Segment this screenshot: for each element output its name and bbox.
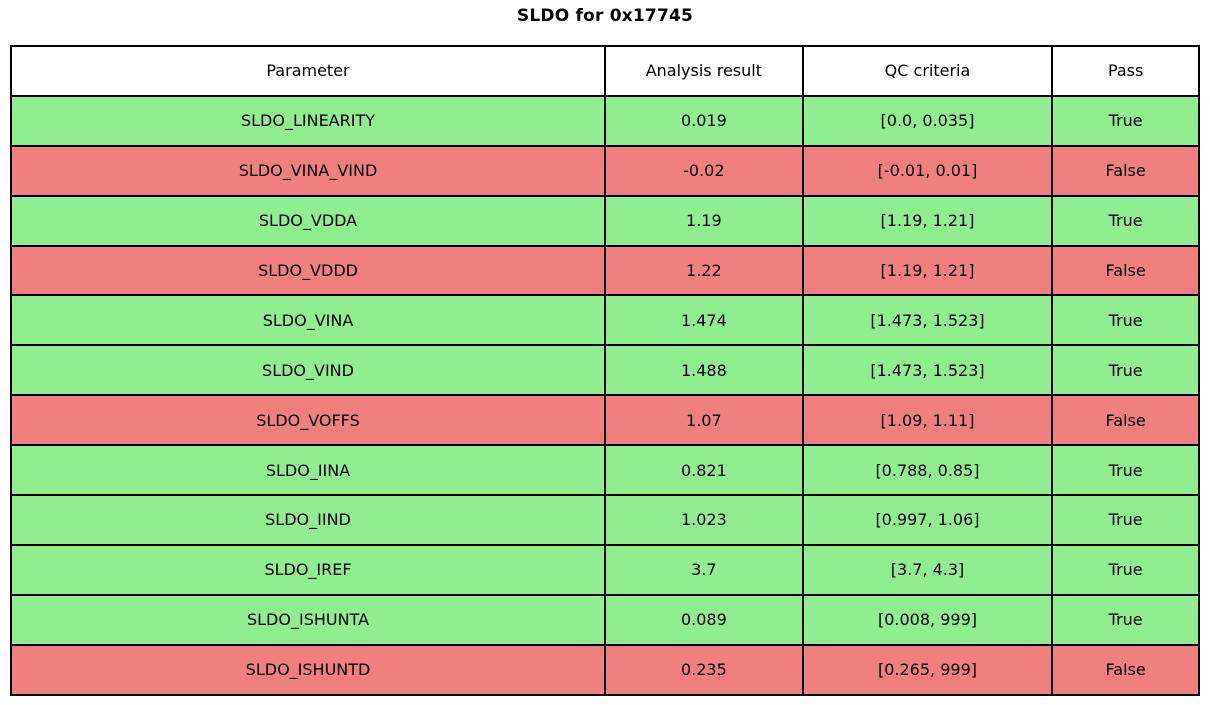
table-row: SLDO_VDDD 1.22 [1.19, 1.21] False [9,244,1200,297]
pass-cell: True [1051,494,1200,546]
param-cell: SLDO_VINA [9,294,607,347]
table-header-row: Parameter Analysis result QC criteria Pa… [9,45,1200,97]
table-row: SLDO_ISHUNTD 0.235 [0.265, 999] False [9,643,1200,696]
table-row: SLDO_VIND 1.488 [1.473, 1.523] True [9,344,1200,397]
criteria-cell: [1.473, 1.523] [801,344,1054,397]
table-row: SLDO_LINEARITY 0.019 [0.0, 0.035] True [9,94,1200,147]
criteria-cell: [0.265, 999] [801,643,1054,696]
pass-cell: True [1051,344,1200,397]
param-cell: SLDO_LINEARITY [9,94,607,147]
param-cell: SLDO_VINA_VIND [9,144,607,197]
pass-cell: True [1051,444,1200,497]
pass-cell: False [1051,394,1200,447]
param-cell: SLDO_IREF [9,543,607,596]
table-row: SLDO_IINA 0.821 [0.788, 0.85] True [9,444,1200,497]
param-cell: SLDO_ISHUNTA [9,593,607,646]
result-cell: 0.235 [604,643,804,696]
criteria-cell: [-0.01, 0.01] [801,144,1054,197]
pass-cell: True [1051,94,1200,147]
result-cell: 0.089 [604,593,804,646]
table-row: SLDO_VINA_VIND -0.02 [-0.01, 0.01] False [9,144,1200,197]
param-cell: SLDO_VOFFS [9,394,607,447]
result-cell: 1.474 [604,294,804,347]
table-row: SLDO_ISHUNTA 0.089 [0.008, 999] True [9,593,1200,646]
param-cell: SLDO_VIND [9,344,607,397]
table-row: SLDO_IREF 3.7 [3.7, 4.3] True [9,543,1200,596]
criteria-cell: [1.473, 1.523] [801,294,1054,347]
table-row: SLDO_VOFFS 1.07 [1.09, 1.11] False [9,394,1200,447]
figure-title: SLDO for 0x17745 [516,6,694,26]
criteria-cell: [0.788, 0.85] [801,444,1054,497]
param-cell: SLDO_IINA [9,444,607,497]
pass-cell: False [1051,643,1200,696]
criteria-cell: [0.0, 0.035] [801,94,1054,147]
table-row: SLDO_VINA 1.474 [1.473, 1.523] True [9,294,1200,347]
result-cell: 1.19 [604,194,804,247]
param-cell: SLDO_VDDA [9,194,607,247]
criteria-cell: [0.008, 999] [801,593,1054,646]
pass-cell: False [1051,144,1200,197]
pass-cell: True [1051,194,1200,247]
table-body: SLDO_LINEARITY 0.019 [0.0, 0.035] True SLDO_… [9,94,1200,696]
pass-cell: True [1051,593,1200,646]
header-cell-parameter: Parameter [9,45,607,97]
result-cell: 0.821 [604,444,804,497]
param-cell: SLDO_IIND [9,494,607,546]
pass-cell: False [1051,244,1200,297]
pass-cell: True [1051,294,1200,347]
result-cell: 0.019 [604,94,804,147]
result-cell: 1.023 [604,494,804,546]
qc-table: Parameter Analysis result QC criteria Pa… [9,45,1200,696]
result-cell: 1.488 [604,344,804,397]
result-cell: 1.07 [604,394,804,447]
result-cell: 1.22 [604,244,804,297]
pass-cell: True [1051,543,1200,596]
criteria-cell: [1.19, 1.21] [801,194,1054,247]
table-row: SLDO_IIND 1.023 [0.997, 1.06] True [9,494,1200,546]
header-cell-analysis-result: Analysis result [604,45,804,97]
param-cell: SLDO_ISHUNTD [9,643,607,696]
header-cell-pass: Pass [1051,45,1200,97]
criteria-cell: [1.19, 1.21] [801,244,1054,297]
result-cell: 3.7 [604,543,804,596]
criteria-cell: [3.7, 4.3] [801,543,1054,596]
result-cell: -0.02 [604,144,804,197]
criteria-cell: [1.09, 1.11] [801,394,1054,447]
table-row: SLDO_VDDA 1.19 [1.19, 1.21] True [9,194,1200,247]
header-cell-qc-criteria: QC criteria [801,45,1054,97]
param-cell: SLDO_VDDD [9,244,607,297]
criteria-cell: [0.997, 1.06] [801,494,1054,546]
